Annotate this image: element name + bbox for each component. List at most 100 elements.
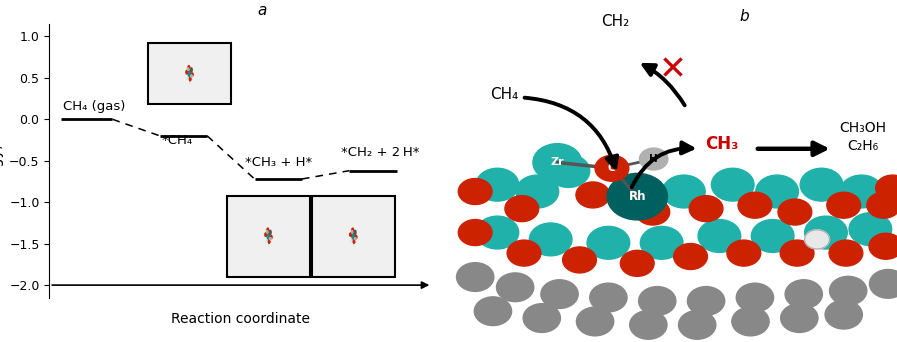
Text: *CH₂ + 2 H*: *CH₂ + 2 H* <box>342 146 420 159</box>
FancyBboxPatch shape <box>227 196 309 277</box>
Circle shape <box>829 240 863 266</box>
Circle shape <box>805 230 830 249</box>
Circle shape <box>577 307 614 336</box>
Circle shape <box>267 233 270 239</box>
Circle shape <box>869 269 897 298</box>
Circle shape <box>475 297 511 326</box>
Circle shape <box>825 300 862 329</box>
Text: CH₄ (gas): CH₄ (gas) <box>63 101 126 114</box>
Circle shape <box>529 223 572 256</box>
Circle shape <box>355 235 357 239</box>
Circle shape <box>355 237 356 240</box>
Circle shape <box>186 70 187 74</box>
Circle shape <box>476 168 518 201</box>
Circle shape <box>187 68 188 70</box>
Circle shape <box>353 240 355 243</box>
Circle shape <box>270 235 272 239</box>
Circle shape <box>711 168 754 201</box>
Circle shape <box>497 273 534 302</box>
Text: CH₃OH
C₂H₆: CH₃OH C₂H₆ <box>839 121 886 153</box>
Text: Zr: Zr <box>551 157 564 168</box>
Circle shape <box>607 173 667 220</box>
Circle shape <box>505 196 539 222</box>
Text: b: b <box>739 9 749 24</box>
Circle shape <box>780 240 814 266</box>
Circle shape <box>738 192 771 218</box>
Circle shape <box>867 192 897 218</box>
Circle shape <box>541 280 579 308</box>
Circle shape <box>266 231 267 233</box>
Text: Reaction coordinate: Reaction coordinate <box>171 313 310 327</box>
Circle shape <box>640 148 668 170</box>
Text: CH₂: CH₂ <box>601 14 629 29</box>
Circle shape <box>507 240 541 266</box>
Circle shape <box>188 71 191 77</box>
Circle shape <box>547 155 589 187</box>
Circle shape <box>562 247 597 273</box>
Circle shape <box>191 73 193 76</box>
Text: ✕: ✕ <box>658 54 687 87</box>
Circle shape <box>800 168 843 201</box>
Text: a: a <box>257 3 267 18</box>
Circle shape <box>678 311 716 339</box>
Circle shape <box>689 196 723 222</box>
Circle shape <box>849 213 892 246</box>
Circle shape <box>576 182 610 208</box>
Text: CH₃: CH₃ <box>705 135 738 153</box>
Circle shape <box>752 220 794 252</box>
Text: *CH₄: *CH₄ <box>161 134 193 147</box>
Circle shape <box>840 175 883 208</box>
Circle shape <box>352 231 353 233</box>
Circle shape <box>639 287 675 315</box>
Circle shape <box>267 228 268 232</box>
Circle shape <box>589 283 627 312</box>
Circle shape <box>354 231 356 235</box>
Circle shape <box>687 287 725 315</box>
Circle shape <box>352 233 354 239</box>
Circle shape <box>189 77 191 81</box>
Circle shape <box>830 276 867 305</box>
Text: O: O <box>607 163 616 173</box>
Circle shape <box>587 226 630 259</box>
Circle shape <box>663 175 705 208</box>
Circle shape <box>265 233 266 236</box>
Y-axis label: Energy, eV: Energy, eV <box>0 121 4 200</box>
Circle shape <box>621 250 654 276</box>
Circle shape <box>732 307 769 336</box>
Circle shape <box>674 244 708 269</box>
Circle shape <box>458 179 492 205</box>
FancyBboxPatch shape <box>312 196 395 277</box>
Circle shape <box>352 228 353 232</box>
Circle shape <box>640 226 683 259</box>
Circle shape <box>875 175 897 201</box>
Circle shape <box>458 220 492 246</box>
Text: *CH₃ + H*: *CH₃ + H* <box>245 156 312 169</box>
Circle shape <box>785 280 823 308</box>
Circle shape <box>269 231 271 235</box>
Circle shape <box>516 175 559 208</box>
Circle shape <box>595 155 629 181</box>
Text: Rh: Rh <box>629 190 646 203</box>
Circle shape <box>736 283 773 312</box>
Text: H: H <box>649 154 658 164</box>
Circle shape <box>270 237 271 240</box>
Circle shape <box>350 233 352 236</box>
Circle shape <box>476 216 518 249</box>
Circle shape <box>630 311 667 339</box>
Circle shape <box>869 233 897 259</box>
Circle shape <box>698 220 741 252</box>
Circle shape <box>523 304 561 332</box>
Circle shape <box>188 66 189 69</box>
Text: CH₄: CH₄ <box>490 87 518 102</box>
Circle shape <box>756 175 798 208</box>
Circle shape <box>780 304 818 332</box>
Circle shape <box>268 240 270 243</box>
Circle shape <box>636 199 670 225</box>
Circle shape <box>190 68 192 72</box>
Circle shape <box>827 192 860 218</box>
Circle shape <box>805 216 848 249</box>
Circle shape <box>778 199 812 225</box>
FancyBboxPatch shape <box>148 43 231 104</box>
Circle shape <box>533 144 582 181</box>
Circle shape <box>191 75 192 77</box>
